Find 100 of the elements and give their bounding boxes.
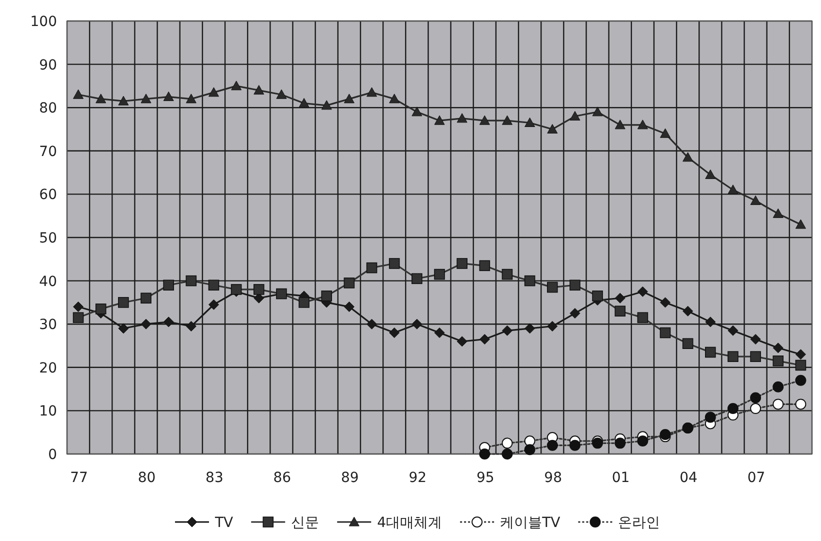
point <box>388 258 400 269</box>
point <box>208 87 219 97</box>
y-tick-label: 30 <box>39 317 57 334</box>
point <box>614 306 626 317</box>
point <box>772 381 784 392</box>
point <box>682 152 694 162</box>
point <box>524 444 536 456</box>
point <box>546 440 558 451</box>
point <box>728 184 738 194</box>
point <box>479 334 490 345</box>
point <box>660 128 671 138</box>
point <box>637 312 648 324</box>
point <box>502 325 512 336</box>
point <box>479 260 490 272</box>
point <box>140 292 152 304</box>
point <box>592 290 603 302</box>
point <box>366 87 378 97</box>
point <box>389 94 400 104</box>
point <box>750 195 761 205</box>
point <box>456 113 468 123</box>
point <box>502 448 513 460</box>
point <box>772 208 784 218</box>
point <box>186 94 196 104</box>
point <box>614 292 626 304</box>
legend-label: TV <box>214 515 234 531</box>
point <box>479 448 490 460</box>
point <box>524 275 536 286</box>
x-tick-label: 89 <box>340 470 359 486</box>
point <box>412 318 422 330</box>
point <box>140 318 152 330</box>
y-tick-label: 50 <box>39 230 57 246</box>
point <box>298 297 310 308</box>
point <box>614 438 626 449</box>
point <box>705 169 716 179</box>
point <box>772 342 784 354</box>
y-tick-label: 80 <box>39 100 57 117</box>
point <box>72 312 84 324</box>
point <box>344 278 355 288</box>
point <box>772 356 784 366</box>
point <box>795 349 806 360</box>
x-tick-label: 80 <box>138 470 156 486</box>
point <box>456 336 468 347</box>
y-tick-label: 60 <box>39 187 57 204</box>
y-tick-label: 70 <box>39 144 57 160</box>
point <box>276 89 287 99</box>
point <box>704 412 716 423</box>
point <box>569 440 580 451</box>
point <box>524 118 536 128</box>
point <box>547 124 558 134</box>
point <box>73 302 84 312</box>
point <box>412 106 422 116</box>
point <box>434 328 445 338</box>
point <box>412 273 422 284</box>
point <box>118 323 129 334</box>
point <box>637 286 648 297</box>
x-tick-label: 07 <box>747 470 766 486</box>
point <box>772 398 784 410</box>
point <box>705 346 716 358</box>
point <box>96 94 106 104</box>
point <box>163 316 174 328</box>
point <box>546 282 558 293</box>
legend-label: 온라인 <box>618 515 660 531</box>
point <box>344 94 354 104</box>
point <box>366 318 378 330</box>
point <box>118 297 129 308</box>
point <box>434 268 445 280</box>
point <box>682 306 694 316</box>
point <box>479 115 490 125</box>
point <box>682 338 694 349</box>
x-tick-label: 86 <box>273 470 292 486</box>
point <box>570 308 580 319</box>
point <box>637 436 648 447</box>
point <box>750 351 761 362</box>
point <box>547 321 558 332</box>
point <box>456 258 468 269</box>
point <box>253 284 264 295</box>
point <box>795 219 806 229</box>
point <box>502 268 513 280</box>
point <box>321 290 332 302</box>
point <box>750 403 762 414</box>
point <box>705 316 716 328</box>
point <box>570 111 580 121</box>
point <box>140 94 152 104</box>
x-tick-label: 77 <box>70 470 88 486</box>
y-tick-label: 90 <box>39 57 57 74</box>
point <box>208 299 219 310</box>
point <box>727 403 738 414</box>
point <box>502 115 512 125</box>
point <box>660 297 671 308</box>
point <box>795 398 806 410</box>
y-tick-label: 40 <box>39 274 57 290</box>
point <box>73 89 84 99</box>
point <box>186 321 196 332</box>
x-tick-label: 95 <box>476 470 494 486</box>
point <box>231 80 242 90</box>
point <box>208 280 220 291</box>
point <box>95 304 106 314</box>
x-tick-label: 98 <box>544 470 562 486</box>
point <box>592 106 603 116</box>
legend-label: 케이블TV <box>500 515 561 531</box>
